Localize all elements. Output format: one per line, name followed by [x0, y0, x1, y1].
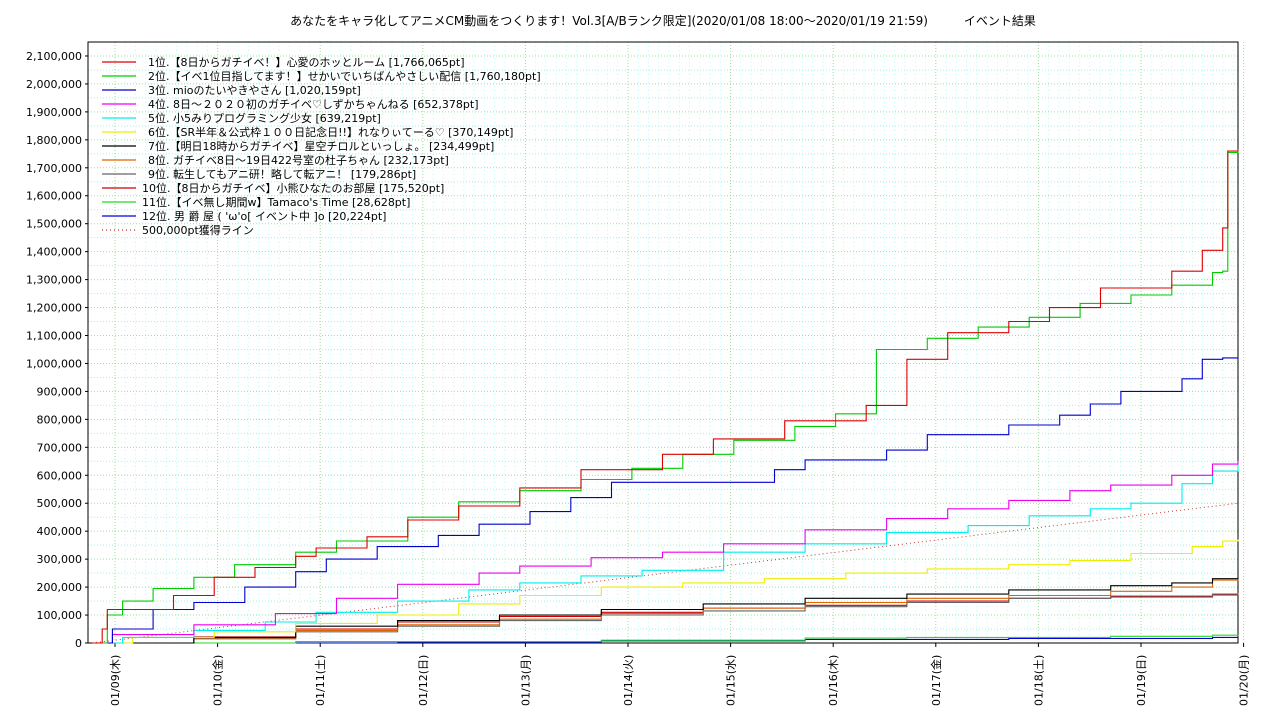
y-tick-label: 1,900,000 — [26, 106, 82, 119]
y-tick-label: 0 — [75, 637, 82, 650]
chart-title: あなたをキャラ化してアニメCM動画をつくります！Vol.3[A/Bランク限定](… — [290, 13, 1036, 28]
legend-label: 3位. mioのたいやきやさん [1,020,159pt] — [148, 83, 361, 97]
x-tick-label: 01/12(日) — [417, 655, 430, 706]
legend-label: 500,000pt獲得ライン — [142, 224, 254, 237]
y-tick-label: 400,000 — [37, 525, 83, 538]
y-tick-label: 2,100,000 — [26, 50, 82, 63]
series-line-11 — [92, 634, 1239, 644]
y-tick-label: 800,000 — [37, 413, 83, 426]
grid — [88, 42, 1245, 643]
x-tick-label: 01/20(月) — [1238, 655, 1251, 706]
legend-label: 10位.【8日からガチイベ】小熊ひなたのお部屋 [175,520pt] — [142, 181, 444, 195]
series-line-3 — [92, 357, 1239, 644]
y-tick-label: 600,000 — [37, 469, 83, 482]
y-tick-label: 1,500,000 — [26, 218, 82, 231]
y-tick-label: 900,000 — [37, 385, 83, 398]
series-line-5 — [92, 464, 1239, 644]
axes — [87, 41, 1239, 644]
series-line-2 — [92, 151, 1239, 644]
x-tick-label: 01/10(金) — [211, 655, 225, 706]
legend-label: 4位. 8日〜２０２０初のガチイベ♡しずかちゃんねる [652,378pt] — [148, 97, 479, 111]
legend-label: 12位. 男 爵 屋 ( 'ω'o[ イベント中 ]o [20,224pt] — [142, 209, 386, 223]
y-tick-label: 1,700,000 — [26, 162, 82, 175]
x-tick-label: 01/14(火) — [622, 655, 635, 706]
series-line-9 — [92, 592, 1239, 644]
y-tick-label: 1,400,000 — [26, 246, 82, 259]
x-axis-ticks: 01/09(木) 01/10(金) 01/11(土) 01/12(日) 01/13(月)… — [109, 643, 1251, 706]
series-line-1 — [92, 149, 1239, 644]
legend-label: 5位. 小5みりプログラミング少女 [639,219pt] — [148, 111, 381, 125]
x-tick-label: 01/16(木) — [827, 655, 840, 706]
series-line-4 — [92, 460, 1239, 644]
series-lines — [91, 149, 1239, 644]
y-tick-label: 1,600,000 — [26, 190, 82, 203]
legend-label: 6位.【SR半年＆公式枠１００日記念日!!】れなりぃてーる♡ [370,149p… — [148, 125, 513, 139]
y-tick-label: 1,300,000 — [26, 274, 82, 287]
y-tick-label: 1,100,000 — [26, 330, 82, 343]
series-line-7 — [92, 577, 1239, 644]
y-tick-label: 200,000 — [37, 581, 83, 594]
y-tick-label: 100,000 — [37, 609, 83, 622]
legend-label: 2位.【イベ1位目指してます！】せかいでいちばんやさしい配信 [1,760,18… — [148, 69, 541, 83]
x-tick-label: 01/15(水) — [725, 655, 738, 706]
y-tick-label: 1,000,000 — [26, 357, 82, 370]
legend-label: 7位.【明日18時からガチイベ】星空チロルといっしょ。 [234,499pt] — [148, 139, 494, 153]
reference-line — [91, 502, 1239, 644]
legend-label: 8位. ガチイベ8日〜19日422号室の杜子ちゃん [232,173pt] — [148, 153, 449, 167]
legend-label: 9位. 転生してもアニ研！略して転アニ！ [179,286pt] — [148, 167, 416, 181]
legend-label: 1位.【8日からガチイベ！】心愛のホッとルーム [1,766,065pt] — [148, 55, 465, 69]
series-line-6 — [92, 539, 1239, 644]
x-tick-label: 01/17(金) — [929, 655, 943, 706]
legend-label: 11位.【イベ無し期間w】Tamaco's Time [28,628pt] — [142, 195, 410, 209]
legend: 1位.【8日からガチイベ！】心愛のホッとルーム [1,766,065pt]2位.… — [102, 55, 541, 237]
y-tick-label: 1,200,000 — [26, 302, 82, 315]
series-line-8 — [92, 578, 1239, 644]
y-tick-label: 500,000 — [37, 497, 83, 510]
plot-frame — [87, 41, 1239, 644]
x-tick-label: 01/19(日) — [1135, 655, 1148, 706]
x-tick-label: 01/13(月) — [519, 655, 532, 706]
y-tick-label: 300,000 — [37, 553, 83, 566]
x-tick-label: 01/09(木) — [109, 655, 122, 706]
y-tick-label: 700,000 — [37, 441, 83, 454]
x-tick-label: 01/11(土) — [314, 655, 327, 706]
y-axis-ticks: 0 100,000 200,000 300,000 400,000 500,000 600,… — [26, 50, 88, 650]
x-tick-label: 01/18(土) — [1032, 655, 1045, 706]
y-tick-label: 2,000,000 — [26, 78, 82, 91]
y-tick-label: 1,800,000 — [26, 134, 82, 147]
